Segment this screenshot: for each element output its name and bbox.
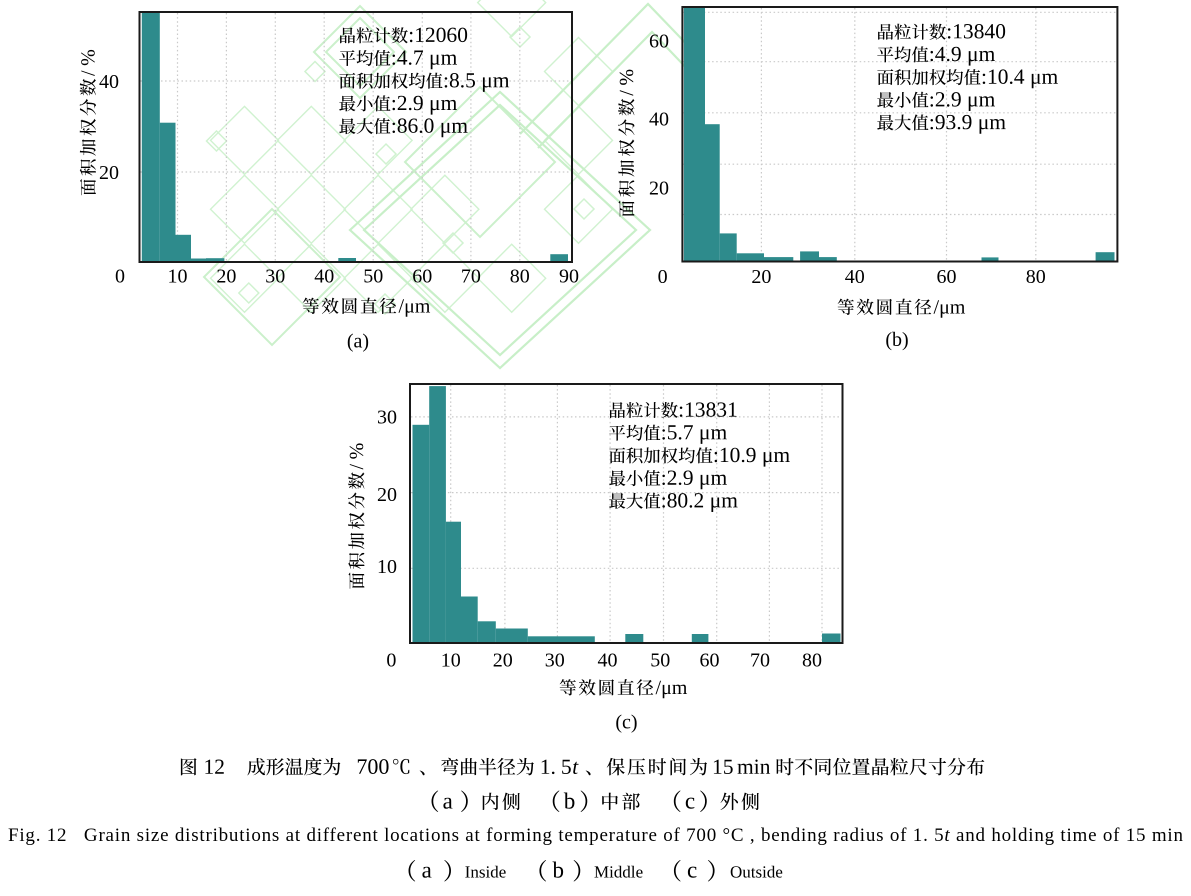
svg-text:10: 10 — [168, 266, 188, 288]
svg-text:30: 30 — [545, 650, 565, 672]
svg-text:(a): (a) — [347, 331, 369, 353]
svg-text:0: 0 — [658, 266, 668, 288]
svg-text:20: 20 — [649, 178, 669, 200]
svg-text:50: 50 — [363, 266, 383, 288]
svg-text:40: 40 — [845, 266, 865, 288]
svg-text:40: 40 — [99, 71, 119, 93]
svg-text:Fig. 12 Grain size distribut: Fig. 12 Grain size distributions at diff… — [8, 825, 1183, 846]
svg-text:40: 40 — [649, 108, 669, 130]
svg-text:60: 60 — [700, 650, 720, 672]
svg-text:20: 20 — [99, 162, 119, 184]
svg-text:30: 30 — [377, 407, 397, 429]
svg-text:0: 0 — [386, 650, 396, 672]
svg-text:80: 80 — [1026, 266, 1046, 288]
svg-text:90: 90 — [559, 266, 579, 288]
svg-text:30: 30 — [265, 266, 285, 288]
svg-text:40: 40 — [314, 266, 334, 288]
svg-text:70: 70 — [750, 650, 770, 672]
svg-text:70: 70 — [461, 266, 481, 288]
svg-text:10: 10 — [377, 556, 397, 578]
svg-text:0: 0 — [115, 266, 125, 288]
svg-text:80: 80 — [510, 266, 530, 288]
svg-text:50: 50 — [650, 650, 670, 672]
svg-text:60: 60 — [937, 266, 957, 288]
svg-text:10: 10 — [441, 650, 461, 672]
svg-text:60: 60 — [412, 266, 432, 288]
svg-text:20: 20 — [751, 266, 771, 288]
svg-text:40: 40 — [598, 650, 618, 672]
svg-text:20: 20 — [493, 650, 513, 672]
svg-text:20: 20 — [216, 266, 236, 288]
svg-text:(c): (c) — [615, 712, 637, 734]
svg-text:60: 60 — [649, 31, 669, 53]
svg-text:(b): (b) — [885, 329, 908, 351]
svg-text:20: 20 — [377, 484, 397, 506]
svg-text:80: 80 — [802, 650, 822, 672]
